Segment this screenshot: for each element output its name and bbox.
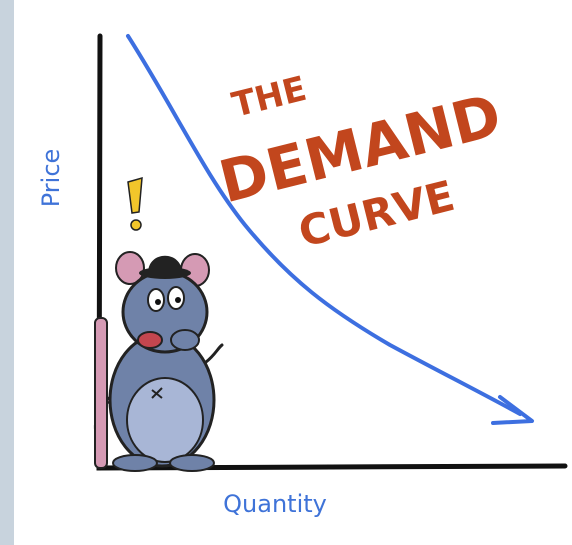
illustration: Price Quantity THE DEMAND CURVE	[0, 0, 572, 545]
x-axis-label: Quantity	[223, 490, 327, 518]
y-axis-label: Price	[37, 149, 65, 208]
side-strip	[0, 0, 14, 545]
page: Price Quantity THE DEMAND CURVE (() => {…	[0, 0, 572, 545]
